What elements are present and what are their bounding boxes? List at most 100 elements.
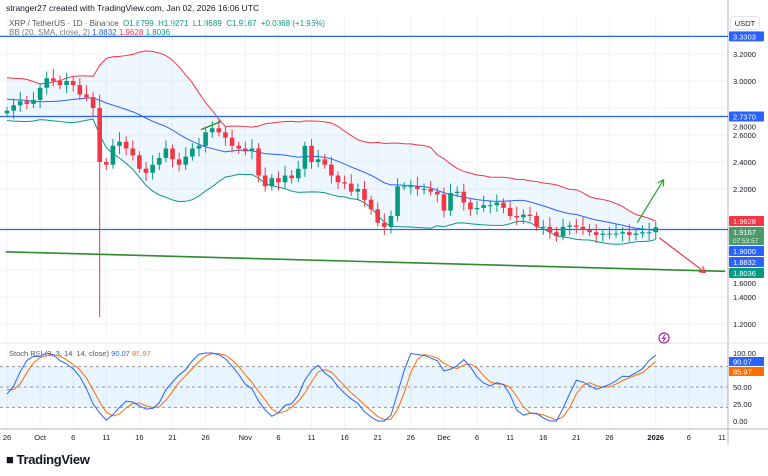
symbol-legend[interactable]: XRP / TetherUS · 1D · Binance O1.8799 H1… [9,19,325,28]
candle [276,171,281,191]
candle [249,139,255,160]
candle [150,155,155,180]
stoch-label[interactable]: Stoch RSI (3, 3, 14, 14, close) [9,349,110,358]
currency-button[interactable]: USDT [730,16,760,30]
price-label-text: 3.3303 [733,32,756,41]
price-label-text: 2.7370 [733,113,756,122]
candle-body [236,145,241,149]
candle-body [295,168,301,179]
candle-body [348,183,354,192]
candle [646,222,652,241]
candle-body [355,189,361,192]
time-tick-label: 21 [168,433,176,442]
time-tick-label: Dec [437,433,451,442]
price-label: 3.3303 [729,31,764,42]
candle-body [44,78,50,88]
time-tick-label: 26 [3,433,11,442]
candle [329,156,334,184]
candle [421,183,427,195]
candle-body [653,227,659,233]
tradingview-logo-text: TradingView [16,452,90,467]
price-tick-label: 1.2000 [733,320,756,329]
candle-body [600,233,606,235]
candle-body [574,225,579,227]
candle [448,183,453,216]
candle [262,167,268,192]
arrow-line [658,237,706,274]
stoch-tick-label: 25.00 [733,400,752,409]
candle [607,226,612,239]
bb-label[interactable]: BB (20, SMA, close, 2) [9,28,90,37]
stoch-tick-label: 50.00 [733,383,752,392]
candle [461,183,467,211]
stoch-d-value: 85.97 [132,349,151,358]
candle [31,91,36,108]
candle [401,182,407,191]
bullish-arrow [636,179,665,224]
candle [593,224,599,243]
ohlc-close: C1.9167 [226,19,257,28]
trend-line [5,250,726,273]
candle-body [11,105,16,111]
candle [302,141,308,177]
candle-body [547,226,553,233]
candle-body [487,205,493,207]
candle-body [256,148,261,176]
candle-body [501,202,506,208]
stoch-label-bg [729,357,764,366]
candle [534,211,539,231]
candle [143,162,149,181]
candle-body [31,99,36,104]
candle [37,83,43,108]
candle [282,166,288,189]
candle [395,178,400,222]
candle-body [395,186,400,216]
candle-body [196,145,202,149]
candle-body [150,164,155,173]
candle-body [415,186,420,189]
price-tick-label: 2.8000 [733,123,756,132]
candle-body [448,193,453,211]
candle [110,139,116,169]
candle [309,139,314,169]
stoch-k-line [6,352,657,422]
candle [368,195,374,215]
price-label-text: 1.8036 [733,269,756,278]
bb-legend[interactable]: BB (20, SMA, close, 2) 1.8832 1.9628 1.8… [9,28,170,37]
stoch-d-line [6,352,657,421]
candle [163,140,169,162]
candle-body [461,191,467,203]
short-trend-line [200,120,222,131]
candle-body [329,164,334,176]
price-label-text: 1.9000 [733,247,756,256]
candle [170,144,175,168]
time-tick-label: 6 [71,433,75,442]
price-tick-label: 2.2000 [733,185,756,194]
candle [494,194,500,212]
candle-body [84,94,89,98]
lightning-icon [658,332,670,344]
candle-body [17,101,23,106]
stoch-d-label: 85.97 [729,367,764,377]
ohlc-open: O1.8799 [122,19,154,28]
candle [600,229,606,242]
price-tick-label: 3.2000 [733,50,756,59]
time-tick-label: Nov [239,433,253,442]
candle-body [362,189,367,200]
stoch-rsi-legend[interactable]: Stoch RSI (3, 3, 14, 14, close) 90.07 85… [9,349,151,358]
candle-body [64,81,69,86]
candle-body [269,178,275,187]
candle [196,137,202,157]
candle-body [117,141,122,146]
symbol-title[interactable]: XRP / TetherUS · 1D · Binance [9,19,119,28]
ohlc-low: L1.8689 [192,19,222,28]
arrow-head [698,271,706,274]
candle [4,106,10,118]
price-label-text: 1.9628 [733,217,756,226]
bearish-arrow [658,237,706,274]
candle [229,129,235,153]
ohlc-change: +0.0368 (+1.96%) [260,19,325,28]
tradingview-logo[interactable]: ■ TradingView [6,452,90,467]
price-tick-label: 1.4000 [733,293,756,302]
